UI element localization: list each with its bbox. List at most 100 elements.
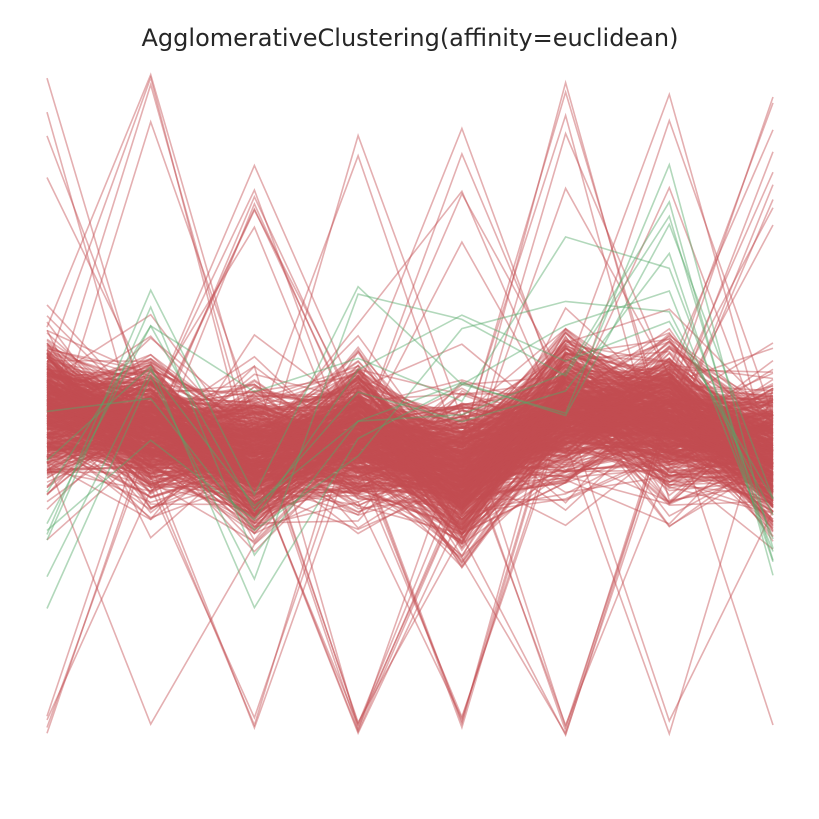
cluster-0-line xyxy=(46,363,774,477)
cluster-0-line xyxy=(46,372,774,482)
cluster-0-line xyxy=(46,384,774,535)
cluster-0-line xyxy=(46,343,774,505)
cluster-1-line xyxy=(46,251,774,562)
cluster-0-line xyxy=(46,344,774,477)
cluster-0-line xyxy=(46,383,774,488)
cluster-0-line xyxy=(46,339,774,477)
cluster-0-line xyxy=(46,404,774,518)
cluster-0-line xyxy=(46,102,774,487)
cluster-0-line xyxy=(46,408,774,482)
cluster-0-line xyxy=(46,349,774,525)
cluster-0-line xyxy=(46,397,774,489)
cluster-0-line xyxy=(46,126,774,463)
cluster-0-line xyxy=(46,391,774,473)
cluster-0-line xyxy=(46,384,774,453)
cluster-0-line xyxy=(46,379,774,496)
cluster-0-line xyxy=(46,353,774,494)
cluster-0-line xyxy=(46,387,774,510)
cluster-0-line xyxy=(46,350,774,516)
cluster-0-line xyxy=(46,390,774,504)
cluster-0-line xyxy=(46,384,774,482)
cluster-0-line xyxy=(46,382,774,484)
cluster-0-line xyxy=(46,331,774,459)
cluster-0-line xyxy=(46,381,774,486)
cluster-0-line xyxy=(46,397,774,536)
cluster-0-line xyxy=(46,313,774,504)
cluster-0-line xyxy=(46,381,774,511)
cluster-0-line xyxy=(46,369,774,510)
cluster-0-line xyxy=(46,378,774,521)
cluster-0-line xyxy=(46,405,774,455)
cluster-0-line xyxy=(46,357,774,479)
cluster-0-line xyxy=(46,240,774,508)
cluster-0-line xyxy=(46,387,774,535)
cluster-0-line xyxy=(46,364,774,731)
cluster-0-line xyxy=(46,388,774,525)
cluster-0-line xyxy=(46,96,774,510)
cluster-0-line xyxy=(46,371,774,483)
cluster-0-line xyxy=(46,381,774,493)
cluster-0-line xyxy=(46,381,774,518)
cluster-0-line xyxy=(46,129,774,492)
cluster-0-line xyxy=(46,426,774,511)
cluster-0-line xyxy=(46,376,774,493)
cluster-0-line xyxy=(46,386,774,490)
cluster-0-line xyxy=(46,393,774,500)
cluster-0-line xyxy=(46,375,774,454)
cluster-0-line xyxy=(46,365,774,498)
cluster-0-line xyxy=(46,364,774,525)
cluster-0-line xyxy=(46,331,774,474)
cluster-0-line xyxy=(46,359,774,496)
cluster-0-line xyxy=(46,362,774,478)
cluster-0-line xyxy=(46,390,774,487)
cluster-0-line xyxy=(46,332,774,521)
cluster-0-line xyxy=(46,364,774,522)
cluster-0-line xyxy=(46,404,774,527)
cluster-0-line xyxy=(46,342,774,489)
cluster-0-line xyxy=(46,389,774,515)
cluster-0-line xyxy=(46,360,774,504)
cluster-0-line xyxy=(46,398,774,453)
cluster-0-line xyxy=(46,412,774,531)
cluster-0-line xyxy=(46,376,774,495)
cluster-0-line xyxy=(46,406,774,481)
cluster-0-line xyxy=(46,363,774,521)
cluster-0-line xyxy=(46,367,774,524)
cluster-0-line xyxy=(46,133,774,493)
cluster-0-line xyxy=(46,400,774,489)
cluster-0-line xyxy=(46,342,774,468)
cluster-0-line xyxy=(46,382,774,534)
cluster-0-line xyxy=(46,394,774,530)
cluster-0-line xyxy=(46,370,774,532)
cluster-0-line xyxy=(46,393,774,467)
cluster-0-line xyxy=(46,402,774,476)
cluster-0-line xyxy=(46,372,774,501)
cluster-0-line xyxy=(46,369,774,528)
cluster-0-line xyxy=(46,386,774,520)
cluster-0-line xyxy=(46,384,774,531)
cluster-0-line xyxy=(46,397,774,485)
cluster-0-line xyxy=(46,362,774,458)
cluster-0-line xyxy=(46,348,774,497)
cluster-0-line xyxy=(46,381,774,482)
cluster-0-line xyxy=(46,380,774,484)
cluster-0-line xyxy=(46,306,774,511)
cluster-0-line xyxy=(46,406,774,500)
cluster-0-line xyxy=(46,372,774,539)
cluster-0-line xyxy=(46,375,774,536)
cluster-0-line xyxy=(46,397,774,465)
cluster-0-line xyxy=(46,194,774,503)
cluster-0-line xyxy=(46,390,774,516)
cluster-0-line xyxy=(46,348,774,489)
cluster-0-line xyxy=(46,408,774,569)
cluster-0-line xyxy=(46,382,774,468)
cluster-0-line xyxy=(46,383,774,482)
cluster-0-line xyxy=(46,402,774,498)
cluster-0-line xyxy=(46,400,774,486)
cluster-0-line xyxy=(46,353,774,455)
cluster-0-line xyxy=(46,340,774,473)
cluster-1-line xyxy=(46,235,774,540)
cluster-0-line xyxy=(46,380,774,504)
cluster-0-line xyxy=(46,354,774,456)
cluster-0-line xyxy=(46,377,774,552)
